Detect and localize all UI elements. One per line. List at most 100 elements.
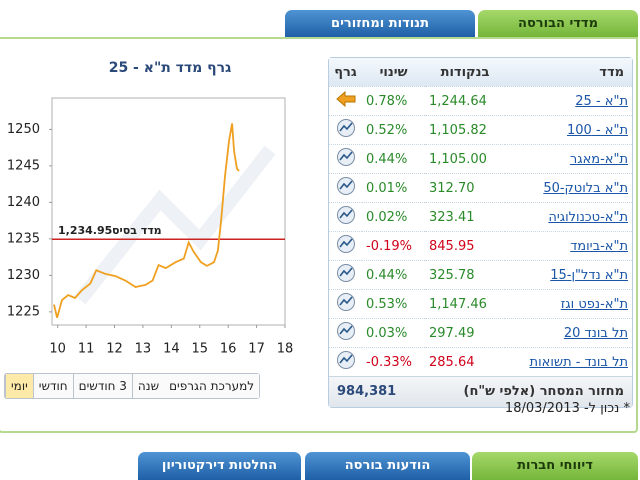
chart-button[interactable]: חודשי (32, 374, 73, 398)
arrow-icon (335, 90, 355, 108)
graph-icon[interactable] (335, 147, 357, 167)
points: 325.78 (425, 260, 505, 290)
points: 1,105.82 (425, 115, 505, 145)
x-tick-label: 14 (163, 342, 180, 357)
points: 1,105.00 (425, 144, 505, 174)
index-link[interactable]: תל בונד 20 (563, 325, 628, 341)
update-note: * נכון ל- 18/03/2013 (504, 401, 630, 416)
turnover-row: מחזור המסחר (אלפי ש"ח) 984,381 (329, 376, 632, 407)
change: 0.02% (362, 202, 425, 232)
tab[interactable]: מדדי הבורסה (478, 10, 638, 37)
index-link[interactable]: ת"א-ביומד (570, 238, 628, 254)
points: 323.41 (425, 202, 505, 232)
chart-button[interactable]: למערכת הגרפים (164, 374, 260, 398)
points: 1,147.46 (425, 289, 505, 319)
index-link[interactable]: ת"א בלוטק-50 (543, 180, 628, 196)
index-link[interactable]: ת"א - 25 (575, 93, 628, 109)
x-tick-label: 12 (106, 342, 123, 357)
row: ת"א-טכנולוגיה 323.41 0.02% (329, 202, 632, 232)
row: ת"א-נפט וגז 1,147.46 0.53% (329, 289, 632, 319)
graph-icon[interactable] (335, 176, 357, 196)
points: 297.49 (425, 318, 505, 348)
graph-cell (329, 173, 362, 203)
chart-button[interactable]: יומי (5, 374, 33, 398)
turnover-label: מחזור המסחר (אלפי ש"ח) (463, 384, 625, 399)
chart: גרף מדד ת"א - 25 1225 1230 1235 1240 1245 125… (7, 60, 294, 357)
index-link[interactable]: ת"א - 100 (567, 122, 628, 138)
name-cell: ת"א - 100 (505, 115, 632, 145)
icon-line (338, 122, 353, 132)
change: 0.78% (362, 86, 425, 116)
index-link[interactable]: ת"א-מאגר (569, 151, 628, 167)
name-cell: ת"א-טכנולוגיה (505, 202, 632, 232)
main-panel (0, 37, 638, 433)
icon-line (338, 209, 353, 219)
tab[interactable]: הודעות בורסה (305, 452, 470, 480)
graph-icon[interactable] (335, 234, 357, 254)
graph-cell (329, 144, 362, 174)
graph-icon[interactable] (335, 89, 357, 109)
icon-line (338, 296, 353, 306)
chart-button[interactable]: 3 חודשים (72, 374, 132, 398)
chart-title: גרף מדד ת"א - 25 (109, 60, 232, 76)
name-cell: ת"א-מאגר (505, 144, 632, 174)
row: ת"א-ביומד 845.95 -0.19% (329, 231, 632, 261)
tab[interactable]: החלטות דירקטוריון (138, 452, 301, 480)
graph-cell (329, 347, 362, 376)
row: ת"א נדל"ן-15 325.78 0.44% (329, 260, 632, 290)
name-cell: ת"א - 25 (505, 86, 632, 116)
baseline-label: מדד בסיס (112, 224, 162, 237)
points: 285.64 (425, 347, 505, 376)
graph-icon[interactable] (335, 292, 357, 312)
graph-icon[interactable] (335, 205, 357, 225)
y-tick-label: 1250 (7, 122, 40, 137)
tab[interactable]: תנודות ומחזורים (285, 10, 475, 37)
icon-line (338, 151, 353, 161)
graph-icon[interactable] (335, 321, 357, 341)
change: 0.53% (362, 289, 425, 319)
header: שינוי (362, 58, 425, 87)
header: גרף (329, 58, 362, 87)
graph-cell (329, 86, 362, 116)
y-tick-label: 1235 (7, 231, 40, 246)
row: ת"א-מאגר 1,105.00 0.44% (329, 144, 632, 174)
icon-line (338, 325, 353, 335)
watermark (74, 145, 276, 305)
x-tick-label: 15 (191, 342, 208, 357)
x-tick-label: 13 (135, 342, 152, 357)
y-tick-label: 1240 (7, 195, 40, 210)
turnover-value: 984,381 (337, 384, 397, 399)
icon-line (338, 354, 353, 364)
chart-buttons: יומי חודשי 3 חודשים שנה למערכת הגרפים (4, 373, 261, 399)
header: מדד (505, 58, 632, 87)
graph-cell (329, 318, 362, 348)
tab[interactable]: דיווחי חברות (472, 452, 638, 480)
points: 1,244.64 (425, 86, 505, 116)
change: 0.01% (362, 173, 425, 203)
index-link[interactable]: ת"א נדל"ן-15 (550, 267, 628, 283)
graph-cell (329, 289, 362, 319)
icon-line (338, 267, 353, 277)
points: 312.70 (425, 173, 505, 203)
x-tick-label: 11 (78, 342, 95, 357)
graph-icon[interactable] (335, 350, 357, 370)
x-tick-label: 18 (277, 342, 294, 357)
change: -0.33% (362, 347, 425, 376)
name-cell: תל בונד 20 (505, 318, 632, 348)
y-tick-label: 1230 (7, 268, 40, 283)
index-link[interactable]: ת"א-נפט וגז (560, 296, 628, 312)
name-cell: ת"א נדל"ן-15 (505, 260, 632, 290)
graph-cell (329, 115, 362, 145)
change: 0.03% (362, 318, 425, 348)
index-link[interactable]: תל בונד - תשואות (529, 354, 628, 370)
graph-icon[interactable] (335, 118, 357, 138)
chart-button[interactable]: שנה (131, 374, 165, 398)
x-tick-label: 17 (248, 342, 265, 357)
points: 845.95 (425, 231, 505, 261)
icon-line (338, 180, 353, 190)
x-tick-label: 10 (49, 342, 66, 357)
graph-icon[interactable] (335, 263, 357, 283)
price-line (53, 123, 240, 318)
index-link[interactable]: ת"א-טכנולוגיה (548, 209, 628, 225)
